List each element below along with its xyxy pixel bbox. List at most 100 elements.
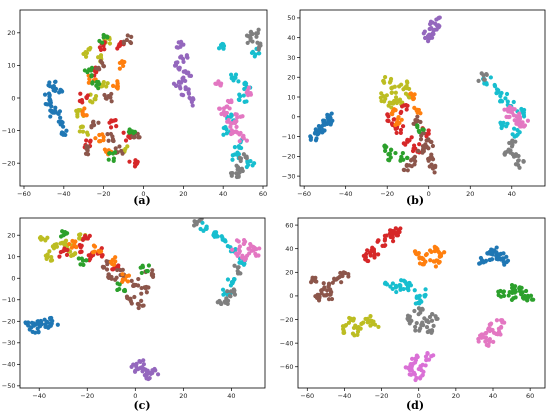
x-tick-label: 40 <box>489 392 497 400</box>
data-point <box>308 280 314 285</box>
data-point <box>308 137 313 142</box>
data-point <box>237 260 242 265</box>
data-point <box>411 156 417 161</box>
data-point <box>251 248 256 253</box>
data-point <box>242 257 247 263</box>
data-point <box>212 234 217 239</box>
data-point <box>80 129 86 134</box>
cluster-7 <box>480 75 527 139</box>
data-point <box>110 138 116 143</box>
data-point <box>124 37 129 43</box>
data-point <box>501 120 506 125</box>
data-point <box>404 163 409 168</box>
data-point <box>403 91 409 96</box>
data-point <box>376 252 381 257</box>
data-point <box>326 284 331 289</box>
data-point <box>398 226 403 231</box>
cluster-8 <box>230 238 262 263</box>
data-point <box>409 135 414 140</box>
cluster-3 <box>100 259 156 311</box>
data-point <box>409 164 414 169</box>
data-point <box>224 131 230 136</box>
data-point <box>399 82 404 87</box>
data-point <box>83 54 89 59</box>
data-point <box>346 271 351 277</box>
data-point <box>394 130 399 136</box>
data-point <box>61 130 66 136</box>
data-point <box>417 142 422 147</box>
data-point <box>408 372 414 377</box>
data-point <box>404 107 409 112</box>
data-point <box>496 256 501 262</box>
data-point <box>227 99 232 105</box>
data-point <box>253 251 258 256</box>
data-point <box>510 289 515 294</box>
data-point <box>224 110 229 116</box>
data-point <box>115 267 120 273</box>
data-point <box>236 97 241 102</box>
data-point <box>183 85 188 90</box>
data-point <box>255 30 260 36</box>
cluster-0 <box>308 111 335 143</box>
data-point <box>105 81 110 86</box>
data-point <box>131 362 136 367</box>
data-point <box>242 81 247 86</box>
data-point <box>117 144 122 149</box>
data-point <box>491 339 496 344</box>
cluster-4 <box>382 278 428 306</box>
data-point <box>91 119 96 124</box>
y-tick-label: 0 <box>11 94 15 102</box>
data-point <box>239 145 244 151</box>
data-point <box>426 128 431 133</box>
data-point <box>244 156 249 161</box>
data-point <box>101 83 106 88</box>
data-point <box>53 88 58 93</box>
data-point <box>351 325 357 331</box>
data-point <box>379 91 384 96</box>
data-point <box>424 324 430 330</box>
data-point <box>146 263 152 268</box>
x-tick-label: −20 <box>380 190 394 198</box>
x-tick-label: 0 <box>141 190 145 198</box>
y-tick-label: 0 <box>289 292 293 300</box>
data-point <box>82 106 87 111</box>
data-point <box>321 281 326 286</box>
data-point <box>408 158 414 163</box>
data-point <box>75 114 80 119</box>
data-point <box>355 329 361 334</box>
data-point <box>483 331 488 336</box>
data-point <box>225 277 231 282</box>
data-point <box>510 132 515 137</box>
data-point <box>335 276 340 281</box>
data-point <box>230 170 235 176</box>
data-point <box>229 76 234 81</box>
data-point <box>144 290 149 295</box>
data-point <box>86 144 91 149</box>
data-point <box>79 124 85 129</box>
data-point <box>122 277 128 282</box>
data-point <box>246 85 252 90</box>
data-point <box>516 158 521 164</box>
cluster-6 <box>340 314 381 338</box>
data-point <box>513 162 519 167</box>
cluster-7 <box>216 41 262 170</box>
data-point <box>423 287 428 292</box>
data-point <box>217 106 223 111</box>
data-point <box>216 46 222 51</box>
data-point <box>320 123 325 129</box>
cluster-0 <box>361 226 403 264</box>
data-point <box>439 252 444 257</box>
data-point <box>53 105 58 110</box>
data-point <box>61 124 66 129</box>
data-point <box>137 135 142 140</box>
y-tick-label: 10 <box>7 253 15 261</box>
data-point <box>77 243 82 248</box>
data-point <box>369 248 374 254</box>
data-point <box>497 99 503 104</box>
data-point <box>428 258 433 263</box>
data-point <box>504 254 509 259</box>
data-point <box>86 80 91 85</box>
data-point <box>60 89 65 94</box>
data-point <box>96 81 102 87</box>
data-point <box>416 128 421 133</box>
